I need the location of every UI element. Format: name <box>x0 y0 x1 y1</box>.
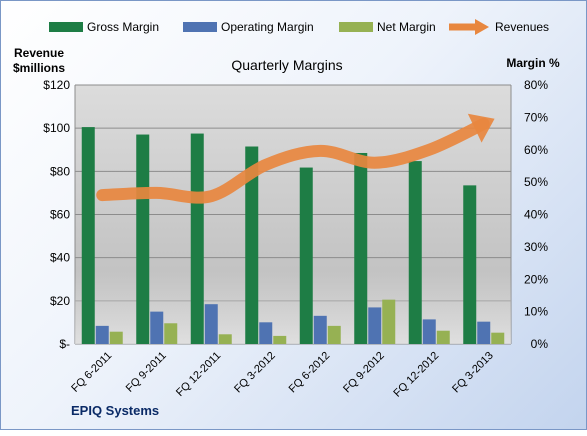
right-tick-label: 60% <box>524 143 548 157</box>
left-tick-label: $100 <box>43 121 70 135</box>
legend-label-net-margin: Net Margin <box>377 20 436 34</box>
right-axis-ticks: 0% 10% 20% 30% 40% 50% 60% 70% 80% <box>524 78 548 351</box>
gross-margin-bar <box>299 167 313 344</box>
net-margin-bar <box>327 325 341 344</box>
left-tick-label: $60 <box>50 208 70 222</box>
revenue-line-layer <box>96 113 495 204</box>
net-margin-bar <box>436 330 450 344</box>
net-margin-bar <box>491 332 505 344</box>
category-label: FQ 3-2012 <box>232 350 278 396</box>
category-labels: FQ 6-2011 FQ 9-2011 FQ 12-2011 FQ 3-2012 FQ … <box>69 350 496 400</box>
operating-margin-bar <box>204 304 218 344</box>
right-tick-label: 0% <box>531 337 549 351</box>
right-tick-label: 80% <box>524 78 548 92</box>
right-tick-label: 70% <box>524 110 548 124</box>
net-margin-bar <box>218 334 232 344</box>
legend-label-revenues: Revenues <box>495 20 549 34</box>
operating-margin-bar <box>259 322 273 344</box>
gross-margin-bar <box>463 185 477 344</box>
category-label: FQ 12-2012 <box>391 350 441 400</box>
legend-label-gross-margin: Gross Margin <box>87 20 159 34</box>
left-axis-ticks: $- $20 $40 $60 $80 $100 $120 <box>43 78 70 351</box>
company-name: EPIQ Systems <box>71 403 159 418</box>
operating-margin-bar <box>95 325 109 344</box>
right-tick-label: 30% <box>524 240 548 254</box>
left-tick-label: $20 <box>50 294 70 308</box>
left-axis-title-line1: Revenue <box>14 46 64 60</box>
category-label: FQ 6-2011 <box>69 350 114 395</box>
right-tick-label: 50% <box>524 175 548 189</box>
right-tick-label: 40% <box>524 208 548 222</box>
gross-margin-bar <box>408 161 422 344</box>
gross-margin-bar <box>81 127 95 345</box>
category-label: FQ 9-2012 <box>341 350 387 396</box>
legend-swatch-operating-margin <box>183 22 217 32</box>
category-label: FQ 9-2011 <box>124 350 169 395</box>
operating-margin-bar <box>150 311 164 344</box>
right-tick-label: 10% <box>524 305 548 319</box>
legend-swatch-gross-margin <box>49 22 83 32</box>
legend: Gross Margin Operating Margin Net Margin Re… <box>49 19 549 35</box>
left-tick-label: $120 <box>43 78 70 92</box>
net-margin-bar <box>109 331 123 344</box>
right-tick-label: 20% <box>524 272 548 286</box>
legend-swatch-net-margin <box>339 22 373 32</box>
operating-margin-bar <box>313 315 327 344</box>
bars <box>81 127 505 345</box>
legend-label-operating-margin: Operating Margin <box>221 20 314 34</box>
left-tick-label: $40 <box>50 251 70 265</box>
revenues-arrowhead <box>467 113 495 143</box>
net-margin-bar <box>164 323 178 344</box>
net-margin-bar <box>382 299 396 344</box>
chart-title: Quarterly Margins <box>231 57 342 73</box>
operating-margin-bar <box>422 319 436 344</box>
revenues-line <box>96 117 490 204</box>
operating-margin-bar <box>477 321 491 344</box>
net-margin-bar <box>273 335 287 344</box>
right-axis-title: Margin % <box>506 56 560 70</box>
category-label: FQ 12-2011 <box>174 350 223 399</box>
category-label: FQ 3-2013 <box>450 350 496 396</box>
gross-margin-bar <box>245 146 259 344</box>
legend-arrow-revenues <box>475 19 489 35</box>
left-tick-label: $- <box>59 337 70 351</box>
operating-margin-bar <box>368 307 382 344</box>
left-axis-title-line2: $millions <box>13 61 65 75</box>
category-label: FQ 6-2012 <box>287 350 333 396</box>
gross-margin-bar <box>354 152 368 344</box>
gross-margin-bar <box>136 134 150 344</box>
gross-margin-bar <box>190 133 204 344</box>
left-tick-label: $80 <box>50 164 70 178</box>
